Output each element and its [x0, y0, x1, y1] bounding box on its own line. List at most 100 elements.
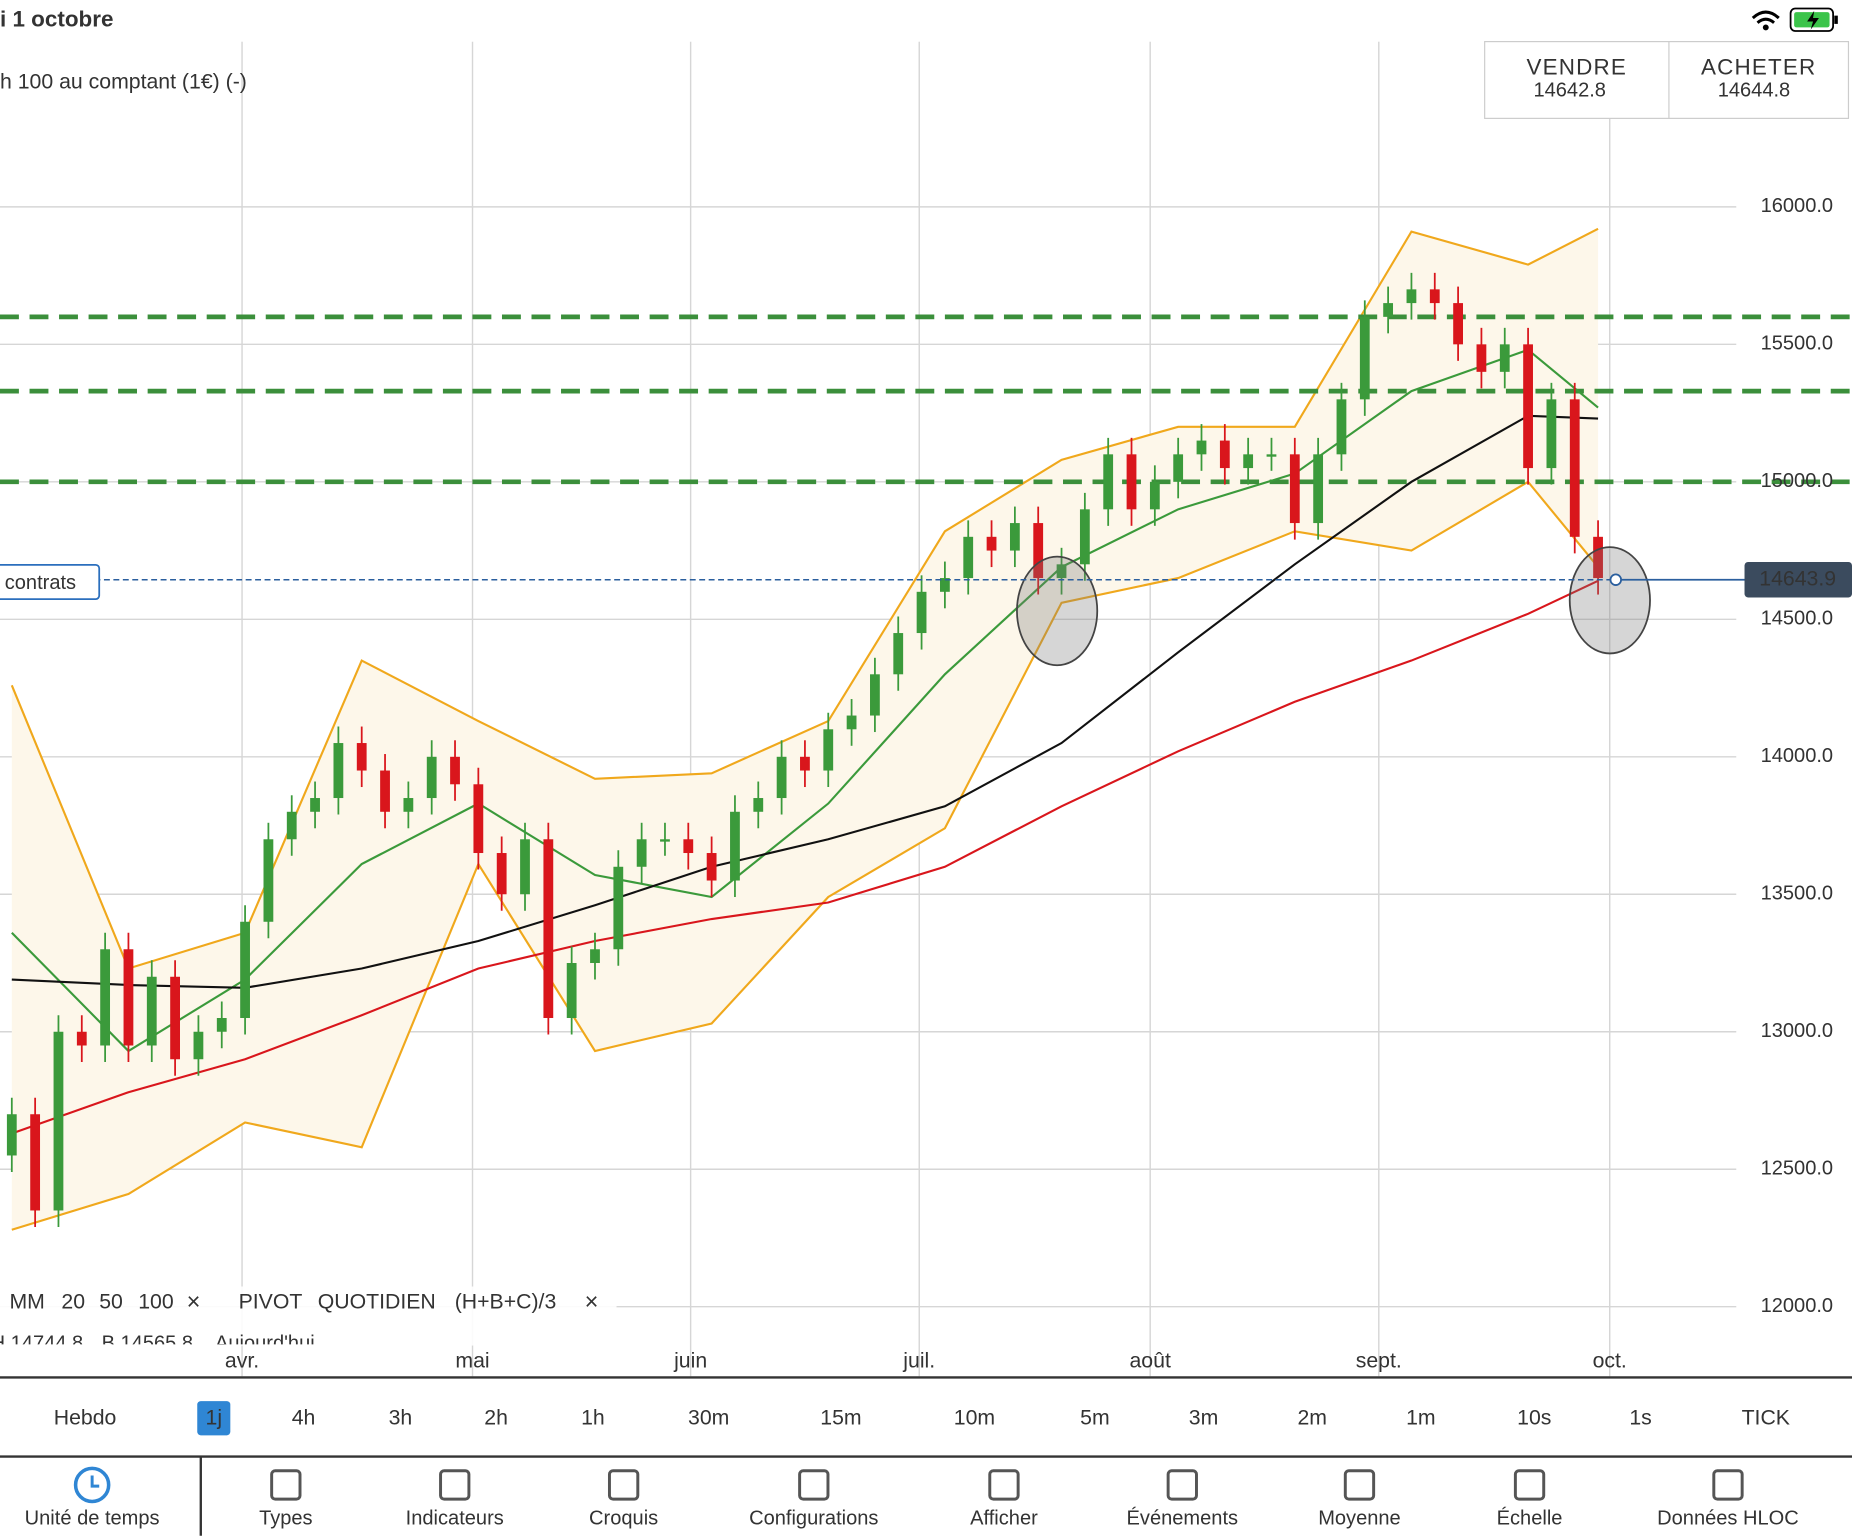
toolbar-item[interactable]: Indicateurs	[406, 1507, 504, 1529]
candle-body	[403, 798, 414, 812]
toolbar-icon[interactable]	[439, 1469, 471, 1501]
y-tick-label: 13000.0	[1761, 1020, 1834, 1042]
candle-body	[1243, 454, 1254, 469]
timeframe-option[interactable]: 10s	[1517, 1405, 1551, 1429]
timeframe-option[interactable]: 1j	[206, 1405, 223, 1429]
toolbar-icon[interactable]	[988, 1469, 1020, 1501]
y-tick-label: 14500.0	[1761, 608, 1834, 630]
candle-body	[496, 853, 507, 895]
timeframe-option[interactable]: 2h	[484, 1405, 508, 1429]
info-high: H 14744.8	[0, 1333, 83, 1355]
toolbar-item[interactable]: Échelle	[1497, 1506, 1563, 1529]
candle-body	[473, 784, 484, 854]
trade-panel-frame	[1484, 41, 1850, 119]
ma-legend-entry: 100	[138, 1290, 173, 1314]
candle-body	[1593, 536, 1603, 579]
toolbar-icon[interactable]	[270, 1469, 302, 1501]
timeframe-option[interactable]: 5m	[1080, 1405, 1110, 1429]
status-icons	[1751, 7, 1838, 32]
timeframe-option[interactable]: 4h	[292, 1405, 316, 1429]
y-tick-label: 12000.0	[1761, 1295, 1834, 1317]
price-marker	[1609, 573, 1622, 586]
candle-body	[870, 674, 880, 716]
pivot-remove[interactable]: ×	[585, 1289, 599, 1315]
candle-body	[76, 1031, 87, 1046]
timeframe-option[interactable]: 3h	[389, 1405, 413, 1429]
timeframe-option[interactable]: 1h	[581, 1405, 605, 1429]
timeframe-option[interactable]: 3m	[1189, 1405, 1219, 1429]
candle-body	[1499, 344, 1510, 372]
toolbar-icon[interactable]	[798, 1469, 830, 1501]
info-day: Aujourd'hui	[215, 1333, 315, 1355]
position-tag-label[interactable]: contrats	[5, 572, 76, 594]
candle-body	[1149, 481, 1160, 510]
candle-body	[1033, 523, 1044, 579]
candle-body	[1383, 303, 1394, 317]
toolbar-icon[interactable]	[1166, 1469, 1198, 1501]
candle-body	[800, 756, 810, 771]
legend-info: H 14744.8 B 14565.8 Aujourd'hui	[0, 1333, 315, 1355]
toolbar-item[interactable]: Unité de temps	[25, 1507, 160, 1529]
instrument-name: h 100 au comptant (1€) (-)	[0, 70, 247, 94]
candle-body	[286, 811, 297, 840]
position-tag[interactable]: contrats	[0, 563, 101, 600]
buy-price[interactable]: 14644.8	[1718, 80, 1791, 102]
timeframe-selected[interactable]	[197, 1401, 231, 1436]
ma-label: MM	[9, 1290, 44, 1314]
candle-body	[216, 1018, 227, 1032]
buy-label[interactable]: ACHETER	[1701, 55, 1816, 80]
buy-button[interactable]: ACHETER 14644.8	[1701, 55, 1816, 102]
sell-button[interactable]: VENDRE 14642.8	[1526, 55, 1627, 102]
info-low: B 14565.8	[102, 1333, 193, 1355]
x-tick-label: juil.	[902, 1349, 935, 1373]
timeframe-option[interactable]: 1m	[1406, 1405, 1436, 1429]
sell-price[interactable]: 14642.8	[1533, 80, 1606, 102]
timeframe-option[interactable]: 10m	[954, 1405, 995, 1429]
y-tick-label: 12500.0	[1761, 1158, 1834, 1180]
timeframe-option[interactable]: 30m	[688, 1405, 729, 1429]
candle-body	[123, 949, 134, 1046]
toolbar-icon[interactable]	[1343, 1469, 1376, 1501]
annotation-circle	[1016, 555, 1099, 667]
status-date: i 1 octobre	[0, 6, 113, 31]
candle-body	[30, 1114, 41, 1211]
x-tick-label: août	[1129, 1349, 1170, 1373]
toolbar-icon[interactable]	[1513, 1469, 1546, 1501]
toolbar-icon[interactable]	[73, 1466, 111, 1504]
toolbar-item[interactable]: Afficher	[970, 1507, 1038, 1529]
candle-body	[1336, 399, 1347, 455]
candle-body	[1359, 316, 1370, 400]
toolbar-item[interactable]: Données HLOC	[1657, 1507, 1799, 1529]
timeframe-option[interactable]: TICK	[1742, 1405, 1790, 1429]
timeframe-option[interactable]: 2m	[1297, 1405, 1327, 1429]
toolbar-item[interactable]: Croquis	[589, 1507, 658, 1529]
candle-body	[240, 921, 250, 1019]
toolbar-item[interactable]: Événements	[1127, 1506, 1239, 1529]
legend-bg	[0, 1286, 617, 1346]
timeframe-option[interactable]: Hebdo	[54, 1405, 117, 1429]
toolbar-item[interactable]: Configurations	[749, 1507, 878, 1529]
toolbar-icon[interactable]	[90, 1475, 100, 1488]
candle-body	[566, 963, 577, 1019]
toolbar-item[interactable]: Types	[259, 1507, 313, 1529]
candle-body	[356, 743, 367, 771]
candle-body	[1429, 289, 1440, 304]
x-tick-label: avr.	[225, 1349, 259, 1373]
position-tag-box[interactable]	[0, 563, 101, 600]
toolbar-icon[interactable]	[607, 1469, 640, 1501]
candle-body	[590, 949, 600, 964]
timeframe-option[interactable]: 15m	[820, 1405, 861, 1429]
candle-body	[1173, 454, 1184, 482]
x-tick-label: oct.	[1593, 1349, 1627, 1373]
pivot-formula: (H+B+C)/3	[455, 1290, 557, 1314]
candle-body	[1313, 454, 1324, 524]
candle-body	[753, 798, 764, 812]
candle-body	[146, 976, 157, 1046]
toolbar-icon[interactable]	[1712, 1469, 1744, 1501]
timeframe-option[interactable]: 1s	[1629, 1405, 1651, 1429]
candle-body	[1289, 454, 1300, 524]
sell-label[interactable]: VENDRE	[1526, 55, 1627, 80]
candle-body	[100, 949, 111, 1046]
ma-remove[interactable]: ×	[187, 1289, 201, 1315]
toolbar-item[interactable]: Moyenne	[1318, 1507, 1401, 1529]
